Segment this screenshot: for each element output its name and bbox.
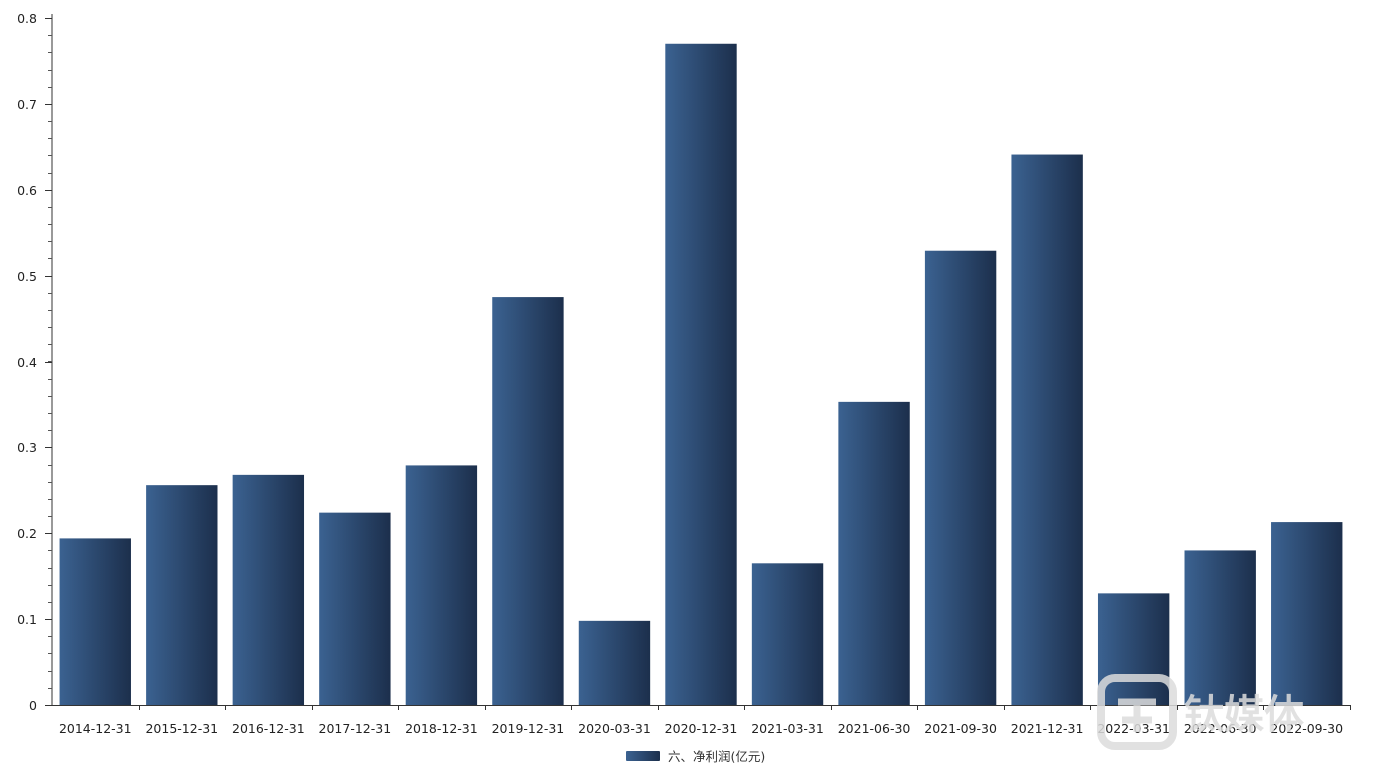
- x-tick-label: 2021-09-30: [924, 721, 997, 736]
- x-tick-label: 2022-09-30: [1270, 721, 1343, 736]
- legend-swatch: [626, 751, 660, 761]
- bar[interactable]: [492, 297, 564, 705]
- y-tick-label: 0.4: [17, 355, 37, 370]
- legend[interactable]: 六、净利润(亿元): [626, 749, 765, 764]
- x-tick-label: 2018-12-31: [405, 721, 478, 736]
- y-tick-label: 0.7: [17, 97, 37, 112]
- y-tick-label: 0.3: [17, 440, 37, 455]
- x-tick-label: 2016-12-31: [232, 721, 305, 736]
- watermark-text: 钛媒体: [1184, 692, 1304, 738]
- y-tick-label: 0.2: [17, 526, 37, 541]
- x-tick-label: 2021-06-30: [838, 721, 911, 736]
- x-tick-label: 2019-12-31: [492, 721, 565, 736]
- watermark-logo-icon: [1097, 674, 1177, 750]
- legend-label: 六、净利润(亿元): [668, 749, 765, 764]
- x-tick-label: 2021-12-31: [1011, 721, 1084, 736]
- bar[interactable]: [665, 43, 737, 705]
- bar[interactable]: [1097, 593, 1170, 705]
- bar[interactable]: [924, 250, 997, 705]
- y-tick-label: 0: [29, 698, 37, 713]
- bar[interactable]: [59, 538, 131, 705]
- bar[interactable]: [578, 620, 651, 705]
- bar[interactable]: [1271, 522, 1343, 705]
- x-axis: 2014-12-31 2015-12-31 2016-12-31 2017-12-31…: [52, 705, 1351, 736]
- watermark-logo: 钛媒体: [1097, 674, 1304, 750]
- x-tick-label: 2014-12-31: [59, 721, 132, 736]
- x-tick-label: 2022-06-30: [1184, 721, 1257, 736]
- watermark-logo-mark: [1118, 698, 1156, 732]
- x-tick-label: 2017-12-31: [319, 721, 392, 736]
- bar[interactable]: [146, 485, 218, 705]
- bar[interactable]: [838, 401, 910, 705]
- y-tick-label: 0.6: [17, 183, 37, 198]
- bar[interactable]: [751, 563, 824, 705]
- x-tick-label: 2021-03-31: [751, 721, 824, 736]
- y-axis: 0 0.1 0.2 0.3 0.4 0.5 0.6 0.7 0.8: [17, 11, 53, 713]
- bar[interactable]: [1011, 154, 1083, 706]
- y-tick-label: 0.1: [17, 612, 37, 627]
- y-tick-label: 0.8: [17, 11, 37, 26]
- bar[interactable]: [1184, 550, 1256, 705]
- x-tick-label: 2015-12-31: [145, 721, 218, 736]
- bar-series: [59, 43, 1343, 706]
- x-tick-label: 2020-12-31: [665, 721, 738, 736]
- bar[interactable]: [319, 512, 391, 705]
- y-tick-label: 0.5: [17, 269, 37, 284]
- x-tick-label: 2020-03-31: [578, 721, 651, 736]
- bar[interactable]: [232, 474, 305, 705]
- bar[interactable]: [405, 465, 478, 705]
